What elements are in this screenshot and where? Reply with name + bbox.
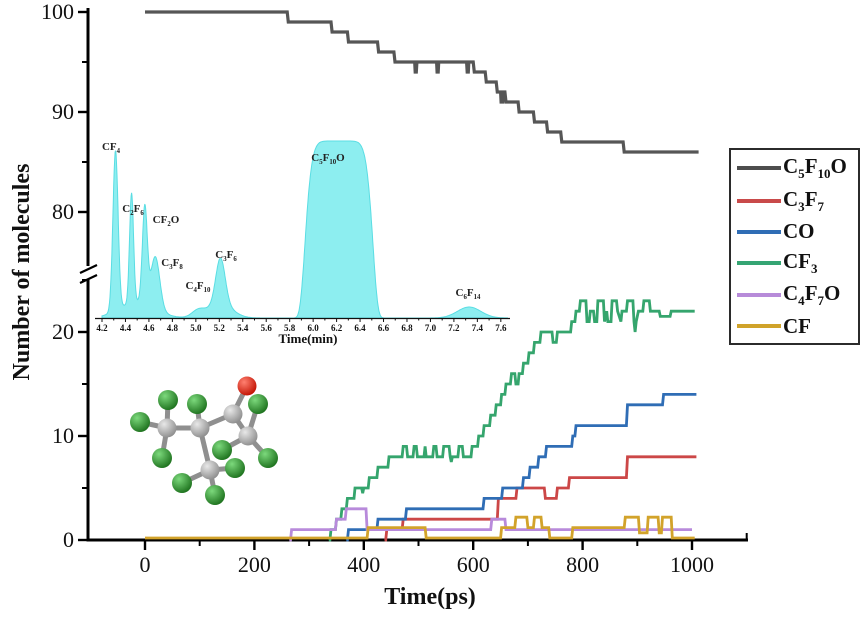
legend-swatch	[737, 293, 781, 298]
fluorine-atom	[152, 448, 172, 468]
axis-break-gap	[84, 266, 93, 279]
inset-tick-label: 5.2	[214, 323, 226, 333]
fluorine-atom	[130, 412, 150, 432]
legend-item-CO: CO	[737, 221, 858, 242]
x-tick-label-800: 800	[566, 552, 599, 577]
inset-area	[101, 140, 508, 319]
legend-item-CF3: CF3	[737, 248, 858, 276]
inset-tick-label: 6.0	[308, 323, 320, 333]
inset-tick-label: 4.4	[120, 323, 132, 333]
carbon-atom	[190, 418, 210, 438]
inset-tick-label: 5.8	[284, 323, 296, 333]
legend-label: C3F7	[783, 186, 825, 214]
legend-item-CF: CF	[737, 313, 858, 338]
fluorine-atom	[248, 394, 268, 414]
carbon-atom	[223, 404, 243, 424]
legend-label: C4F7O	[783, 281, 841, 309]
fluorine-atom	[187, 394, 207, 414]
series-line-CF	[145, 515, 695, 540]
series-line-C3F7	[384, 455, 697, 542]
inset-tick-label: 5.6	[261, 323, 273, 333]
series-line-C5F10O	[145, 10, 699, 154]
fluorine-atom	[172, 473, 192, 493]
inset-tick-label: 7.0	[425, 323, 437, 333]
inset-tick-label: 7.4	[472, 323, 484, 333]
inset-tick-label: 6.2	[331, 323, 343, 333]
fluorine-atom	[258, 448, 278, 468]
axis-break-mark	[79, 274, 98, 284]
main-curves	[145, 10, 699, 542]
legend-item-C5F10O: C5F10O	[737, 156, 858, 180]
series-line-C4F7O	[289, 507, 692, 542]
legend-label: CF3	[783, 248, 818, 276]
carbon-atom	[157, 418, 177, 438]
y-tick-label-80: 80	[52, 199, 74, 224]
molecule-image	[130, 376, 278, 505]
inset-tick-label: 5.4	[237, 323, 249, 333]
legend-swatch	[737, 324, 781, 329]
fluorine-atom	[212, 440, 232, 460]
legend-item-C3F7: C3F7	[737, 186, 858, 214]
inset-tick-label: 6.8	[401, 323, 413, 333]
inset-chromatogram: 4.2 4.4 4.6 4.8 5.0 5.2 5.4 5.6 5.8 6.0 6.2 6.4 6.6 6…	[95, 140, 510, 333]
x-tick-label-1000: 1000	[670, 552, 714, 577]
fluorine-atom	[225, 458, 245, 478]
y-tick-label-100: 100	[41, 0, 74, 24]
fluorine-atom	[205, 485, 225, 505]
x-tick-label-200: 200	[238, 552, 271, 577]
fluorine-atom	[158, 390, 178, 410]
legend-swatch	[737, 260, 781, 265]
legend-swatch	[737, 166, 781, 171]
legend-item-C4F7O: C4F7O	[737, 283, 858, 307]
series-line-CF3	[328, 299, 695, 542]
inset-tick-label: 6.6	[378, 323, 390, 333]
inset-tick-label: 5.0	[190, 323, 202, 333]
inset-tick-label: 7.6	[495, 323, 507, 333]
inset-tick-label: 6.4	[354, 323, 366, 333]
y-tick-label-20: 20	[52, 319, 74, 344]
carbon-atom	[238, 426, 258, 446]
y-tick-label-90: 90	[52, 99, 74, 124]
legend-label: CF	[783, 313, 811, 338]
axis-break-mark	[79, 264, 98, 274]
y-tick-label-0: 0	[63, 527, 74, 552]
series-line-CO	[346, 392, 697, 542]
inset-tick-label: 4.8	[167, 323, 179, 333]
legend-label: C5F10O	[783, 154, 847, 182]
legend-label: CO	[783, 219, 815, 244]
y-tick-label-10: 10	[52, 423, 74, 448]
legend-swatch	[737, 198, 781, 203]
inset-tick-label: 7.2	[448, 323, 460, 333]
oxygen-atom	[237, 376, 257, 396]
x-tick-label-400: 400	[347, 552, 380, 577]
x-tick-label-600: 600	[457, 552, 490, 577]
legend-swatch	[737, 229, 781, 234]
inset-tick-label: 4.6	[143, 323, 155, 333]
legend: C5F10O C3F7 CO CF3 C4F7O CF	[729, 148, 860, 345]
carbon-atom	[200, 460, 220, 480]
inset-tick-label: 4.2	[96, 323, 108, 333]
x-tick-label-0: 0	[140, 552, 151, 577]
